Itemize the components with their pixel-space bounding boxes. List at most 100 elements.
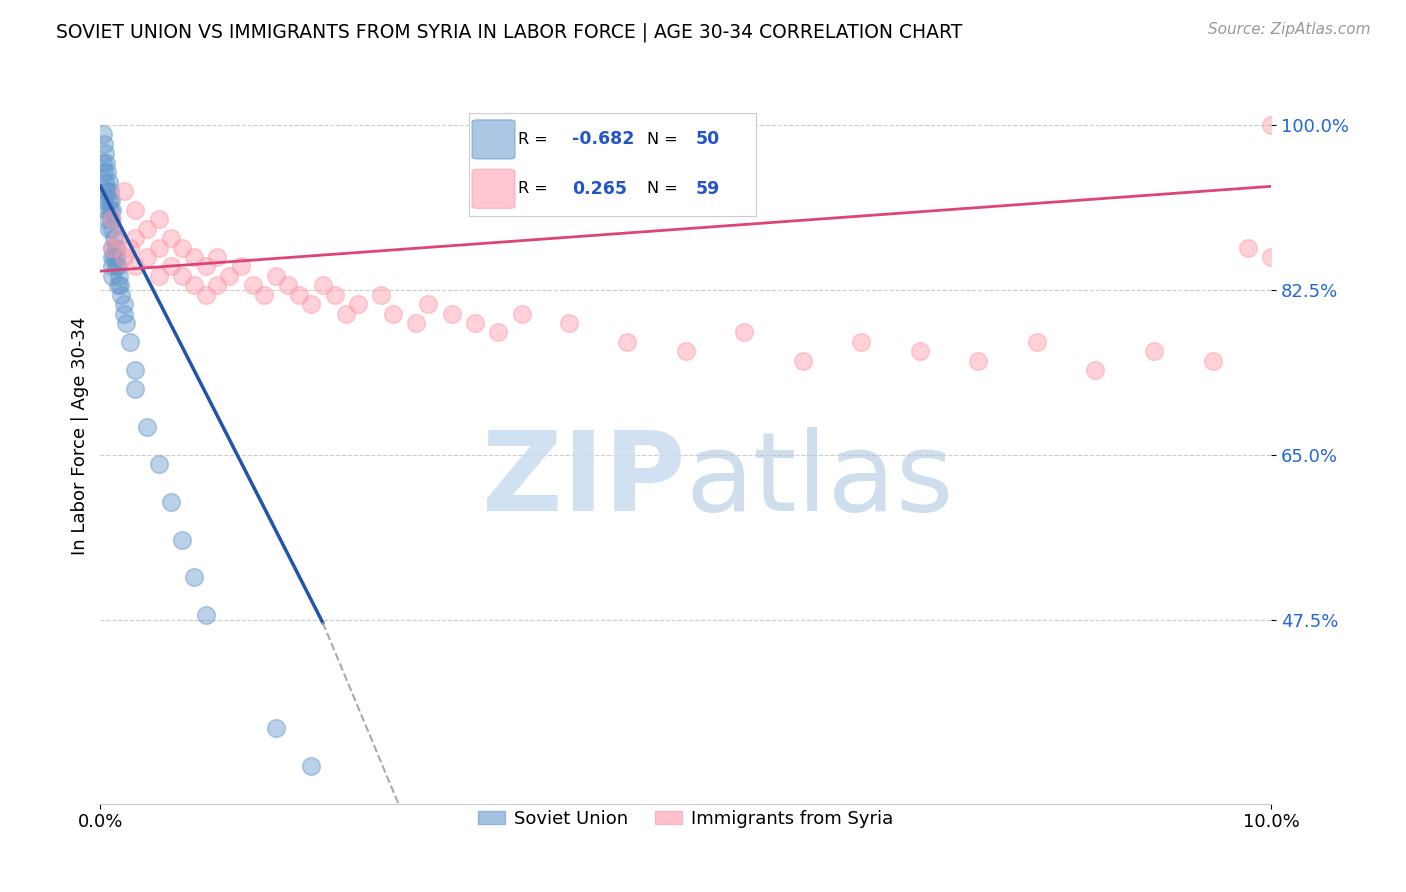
Point [136,221,159,235]
Point [675,344,697,359]
Point [851,334,873,349]
Point [91,155,114,169]
Point [183,278,205,293]
Point [172,268,194,283]
Point [136,419,159,434]
Point [118,334,141,349]
Point [194,287,217,301]
Point [94,146,117,161]
Point [148,458,170,472]
Point [194,260,217,274]
Point [1201,353,1223,368]
Point [159,495,181,509]
Point [112,184,135,198]
Point [1260,250,1282,264]
Point [94,175,117,189]
Point [510,307,533,321]
Point [335,307,357,321]
Point [100,212,122,227]
Point [172,241,194,255]
Point [100,194,122,208]
Point [299,297,322,311]
Point [1236,241,1258,255]
Point [124,231,146,245]
Point [207,250,229,264]
Point [98,184,121,198]
Point [96,184,118,198]
Point [229,260,252,274]
Point [557,316,579,330]
Point [97,194,120,208]
Point [288,287,311,301]
Point [103,250,125,264]
Point [967,353,990,368]
Point [405,316,427,330]
Point [733,326,755,340]
Point [124,382,146,396]
Point [1143,344,1166,359]
Point [370,287,392,301]
Point [107,231,129,245]
Point [464,316,486,330]
Point [264,268,287,283]
Point [107,260,129,274]
Point [93,194,115,208]
Point [112,297,135,311]
Point [264,721,287,735]
Point [792,353,814,368]
Point [101,268,124,283]
Point [440,307,463,321]
Point [136,250,159,264]
Point [103,231,125,245]
Point [93,165,115,179]
Point [253,287,276,301]
Point [97,175,120,189]
Point [312,278,335,293]
Point [1084,363,1107,377]
Point [159,231,181,245]
Point [347,297,370,311]
Point [112,250,135,264]
Point [242,278,264,293]
Point [104,260,127,274]
Point [1026,334,1049,349]
Text: Source: ZipAtlas.com: Source: ZipAtlas.com [1208,22,1371,37]
Point [96,165,118,179]
Text: ZIP: ZIP [482,426,686,533]
Point [101,212,124,227]
Point [107,278,129,293]
Point [908,344,931,359]
Point [108,268,131,283]
Point [115,316,138,330]
Point [101,250,124,264]
Point [616,334,638,349]
Text: SOVIET UNION VS IMMIGRANTS FROM SYRIA IN LABOR FORCE | AGE 30-34 CORRELATION CHA: SOVIET UNION VS IMMIGRANTS FROM SYRIA IN… [56,22,963,42]
Point [110,287,132,301]
Point [1260,118,1282,132]
Point [101,241,124,255]
Point [148,212,170,227]
Point [148,268,170,283]
Point [486,326,509,340]
Point [218,268,240,283]
Point [101,221,124,235]
Point [112,307,135,321]
Point [97,221,120,235]
Point [118,241,141,255]
Point [323,287,346,301]
Point [98,202,121,217]
Point [299,759,322,773]
Point [172,533,194,547]
Point [277,278,299,293]
Point [104,241,127,255]
Point [183,250,205,264]
Point [124,202,146,217]
Point [124,260,146,274]
Point [382,307,405,321]
Point [159,260,181,274]
Point [96,184,118,198]
Point [124,363,146,377]
Point [93,136,115,151]
Point [148,241,170,255]
Point [105,250,128,264]
